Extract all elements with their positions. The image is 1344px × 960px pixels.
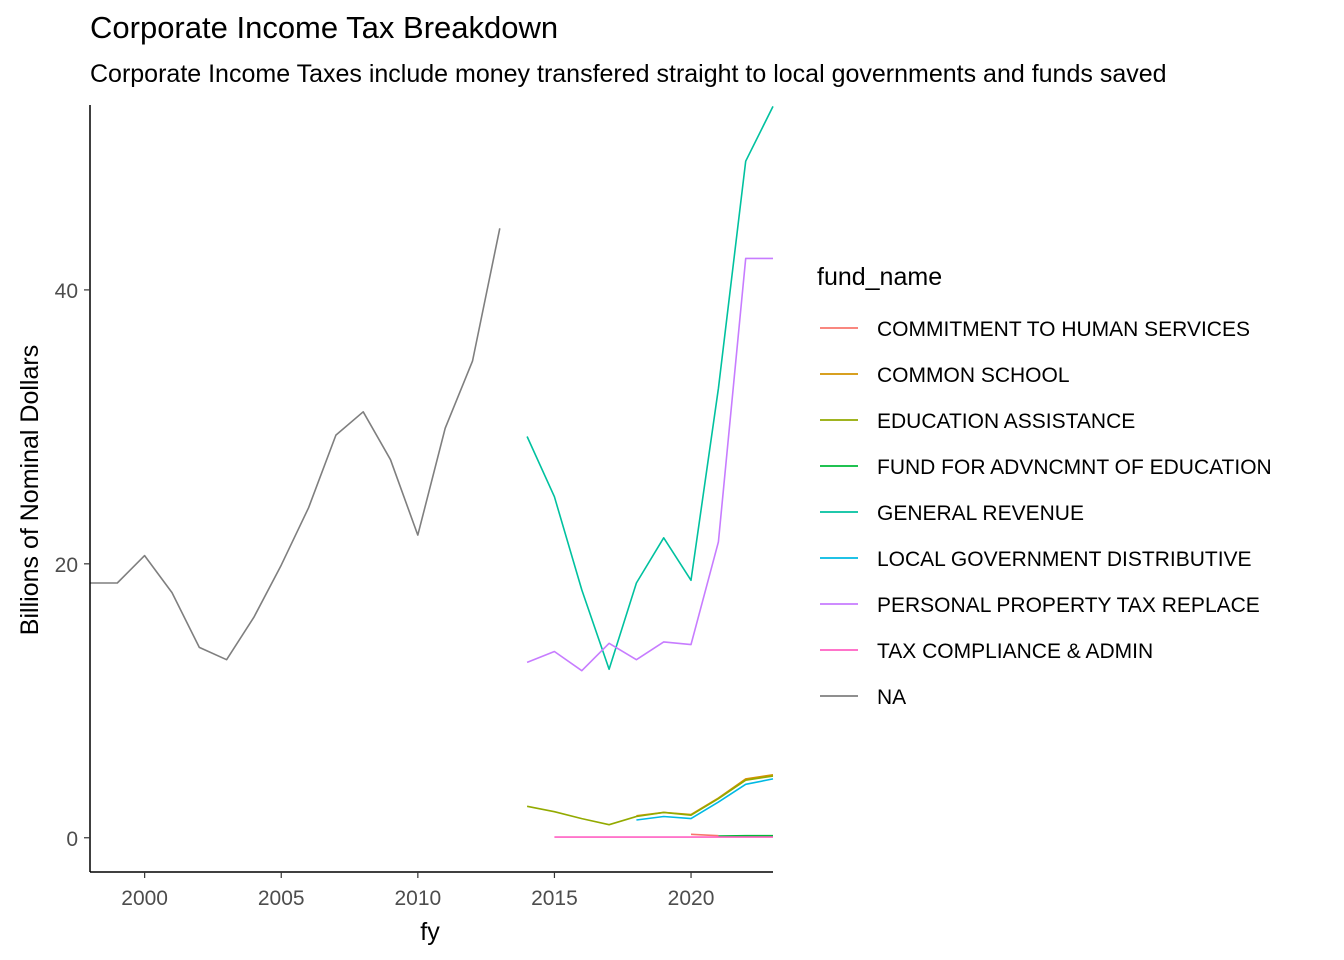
series-line-4 <box>526 106 774 671</box>
y-tick-label: 40 <box>55 280 78 303</box>
legend-item: FUND FOR ADVNCMNT OF EDUCATION <box>820 456 1272 479</box>
legend-title: fund_name <box>817 263 942 291</box>
legend: fund_name COMMITMENT TO HUMAN SERVICESCO… <box>817 263 1272 709</box>
legend-label: COMMITMENT TO HUMAN SERVICES <box>877 318 1250 341</box>
x-tick-label: 2015 <box>531 887 578 910</box>
legend-label: LOCAL GOVERNMENT DISTRIBUTIVE <box>877 548 1252 571</box>
legend-item: GENERAL REVENUE <box>820 502 1084 525</box>
legend-item: NA <box>820 686 906 709</box>
series-line-0 <box>690 833 719 837</box>
x-tick-label: 2010 <box>394 887 441 910</box>
x-tick-label: 2020 <box>668 887 715 910</box>
legend-label: TAX COMPLIANCE & ADMIN <box>877 640 1153 663</box>
x-tick-label: 2000 <box>121 887 168 910</box>
x-tick-label: 2005 <box>258 887 305 910</box>
y-tick-label: 0 <box>66 828 78 851</box>
legend-label: NA <box>877 686 906 709</box>
legend-label: EDUCATION ASSISTANCE <box>877 410 1135 433</box>
legend-label: FUND FOR ADVNCMNT OF EDUCATION <box>877 456 1272 479</box>
series-line-2 <box>526 775 774 826</box>
legend-label: COMMON SCHOOL <box>877 364 1070 387</box>
legend-items: COMMITMENT TO HUMAN SERVICES COMMON SCHOO… <box>820 318 1272 709</box>
legend-item: PERSONAL PROPERTY TAX REPLACE <box>820 594 1260 617</box>
series-line-8 <box>90 228 501 661</box>
chart-subtitle: Corporate Income Taxes include money tra… <box>90 60 1167 88</box>
series-layer <box>90 106 774 838</box>
legend-item: COMMITMENT TO HUMAN SERVICES <box>820 318 1250 341</box>
y-axis-title: Billions of Nominal Dollars <box>16 345 44 635</box>
legend-item: LOCAL GOVERNMENT DISTRIBUTIVE <box>820 548 1252 571</box>
legend-item: COMMON SCHOOL <box>820 364 1070 387</box>
chart-title: Corporate Income Tax Breakdown <box>90 10 559 45</box>
legend-label: PERSONAL PROPERTY TAX REPLACE <box>877 594 1260 617</box>
axes-layer: 2000 2005 2010 2015 2020 0 20 40 <box>55 105 773 910</box>
x-axis-title: fy <box>420 918 440 946</box>
legend-label: GENERAL REVENUE <box>877 502 1084 525</box>
series-line-6 <box>526 257 773 672</box>
legend-item: TAX COMPLIANCE & ADMIN <box>820 640 1153 663</box>
legend-item: EDUCATION ASSISTANCE <box>820 410 1135 433</box>
series-line-5 <box>636 778 774 821</box>
y-tick-label: 20 <box>55 554 78 577</box>
